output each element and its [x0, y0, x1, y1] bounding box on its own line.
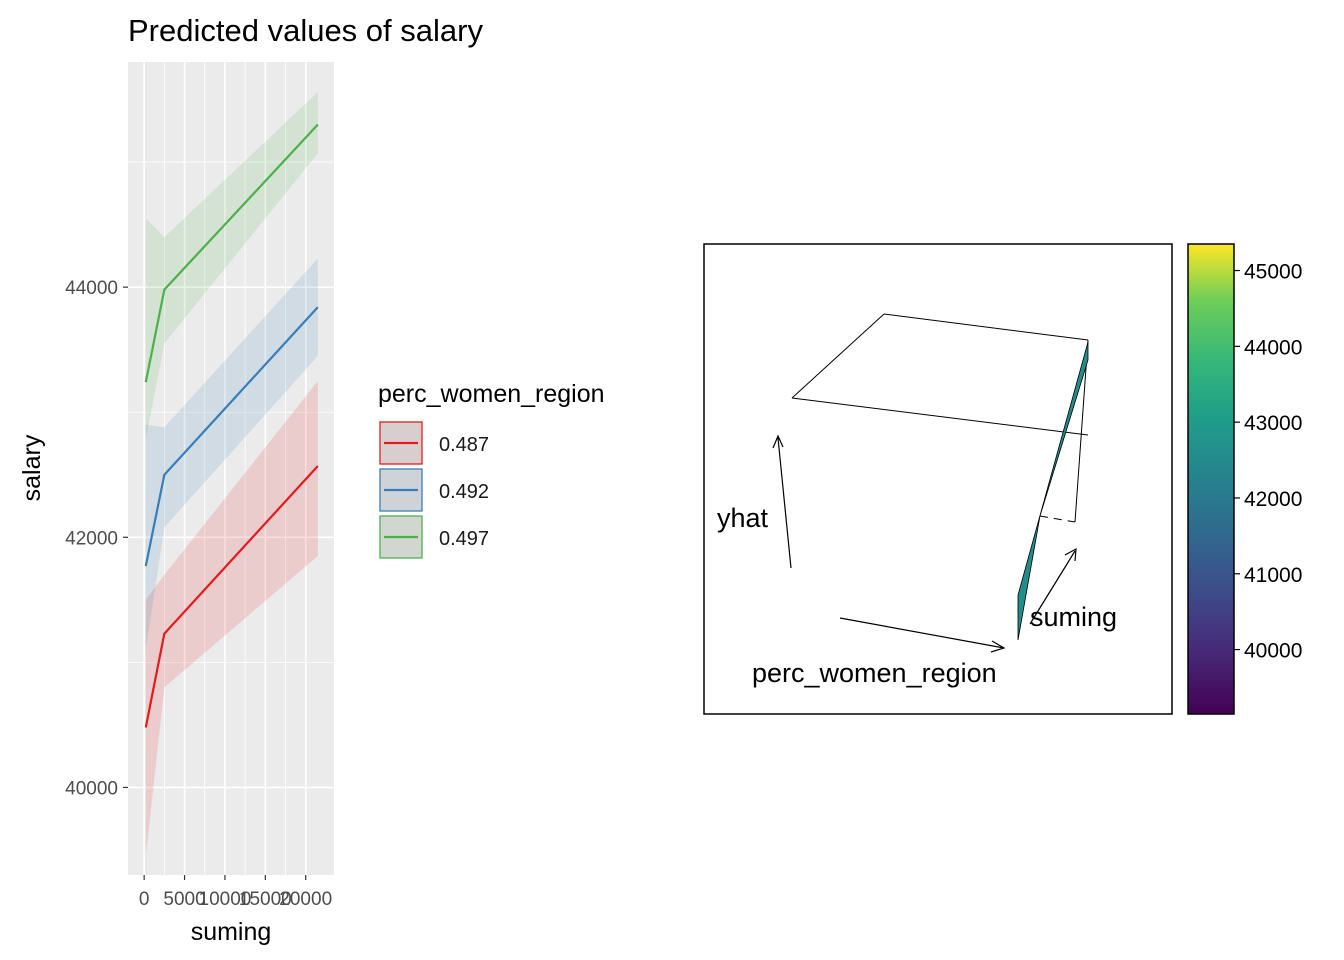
ci-ribbon-0: [145, 380, 318, 857]
surface-frame: [703, 243, 1173, 715]
colorbar-tick-label: 43000: [1244, 412, 1302, 435]
y-tick-label: 44000: [65, 278, 118, 299]
chart-title: Predicted values of salary: [128, 13, 483, 48]
surface-mesh: [1017, 341, 1089, 641]
grid-major: [128, 62, 334, 875]
x-axis-label: suming: [191, 918, 272, 946]
legend-item: 0.492: [379, 468, 489, 512]
legend-item: 0.487: [379, 421, 489, 465]
colorbar-tick-label: 45000: [1244, 261, 1302, 284]
x-tick-label: 15000: [239, 889, 292, 910]
y-axis-ticks: 40000 42000 44000: [65, 278, 128, 799]
surface-x-axis-label: perc_women_region: [752, 658, 997, 688]
x-tick-label: 10000: [199, 889, 252, 910]
series-line-2: [144, 123, 319, 383]
legend-item: 0.497: [379, 515, 489, 559]
ci-ribbon-2: [145, 92, 318, 440]
surface-side: [1017, 341, 1089, 641]
grid-minor: [128, 62, 334, 875]
legend-label: 0.497: [439, 528, 489, 550]
legend-label: 0.487: [439, 434, 489, 456]
axis-arrows: [772, 434, 1077, 653]
y-tick-label: 42000: [65, 528, 118, 549]
x-tick-label: 5000: [163, 889, 205, 910]
colorbar-tick-label: 42000: [1244, 488, 1302, 511]
legend: 0.487 0.492 0.497: [379, 421, 489, 559]
series-line-1: [144, 306, 319, 567]
surface-box: [791, 313, 1089, 523]
x-tick-label: 20000: [279, 889, 332, 910]
y-axis-label: salary: [18, 434, 46, 501]
colorbar-tick-label: 41000: [1244, 564, 1302, 587]
colorbar-gradient: [1187, 243, 1235, 715]
legend-label: 0.492: [439, 481, 489, 503]
z-axis-label: yhat: [717, 503, 769, 533]
ci-ribbons: [145, 92, 318, 857]
series-lines: [144, 123, 319, 728]
colorbar: 40000 41000 42000 43000 44000 45000: [1187, 243, 1302, 715]
x-tick-label: 0: [139, 889, 150, 910]
surface-plot: yhat perc_women_region suming: [703, 243, 1173, 715]
legend-title: perc_women_region: [378, 380, 605, 408]
series-line-0: [144, 465, 319, 728]
ci-ribbon-1: [145, 258, 318, 650]
plot-panel: [128, 62, 334, 875]
surface-y-axis-label: suming: [1030, 602, 1117, 632]
colorbar-tick-label: 44000: [1244, 336, 1302, 359]
y-tick-label: 40000: [65, 778, 118, 799]
colorbar-ticks: 40000 41000 42000 43000 44000 45000: [1234, 261, 1302, 663]
colorbar-tick-label: 40000: [1244, 640, 1302, 663]
